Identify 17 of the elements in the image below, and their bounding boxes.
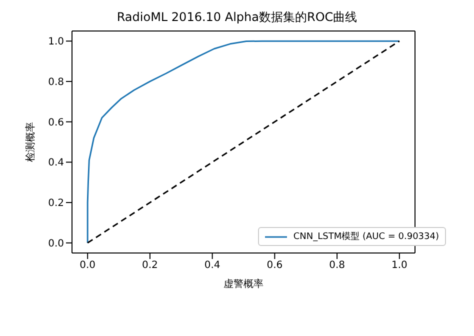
y-tick-label: 0.4 [48,158,64,169]
chart-title: RadioML 2016.10 Alpha数据集的ROC曲线 [116,9,358,26]
y-tick-label: 0.0 [48,238,64,250]
y-tick-label: 0.6 [48,117,64,128]
x-tick-label: 0.2 [142,260,158,272]
y-tick-label: 0.8 [48,77,64,88]
y-tick-label: 0.2 [48,198,64,210]
legend-label: CNN_LSTM模型 (AUC = 0.90334) [293,230,439,243]
line-series [86,40,400,244]
x-tick-label: 0.6 [266,260,283,272]
x-tick-label: 0.8 [329,260,345,272]
x-axis-title: 虚警概率 [224,278,264,290]
y-tick-label: 1.0 [48,36,64,48]
y-axis-title: 检测概率 [24,122,37,162]
x-tick-label: 1.0 [391,260,408,272]
x-tick-label: 0.4 [204,260,220,272]
x-tick-label: 0.0 [80,260,96,272]
